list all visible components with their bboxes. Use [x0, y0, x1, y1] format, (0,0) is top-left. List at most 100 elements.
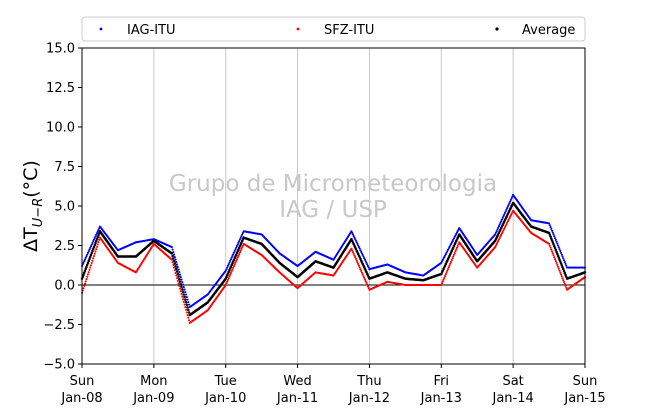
data-point [229, 273, 232, 276]
data-point [239, 236, 242, 239]
data-point [172, 251, 175, 254]
data-point [84, 256, 87, 259]
series-average [80, 201, 587, 317]
data-point [559, 260, 562, 263]
data-point [238, 253, 241, 256]
data-point [89, 266, 92, 269]
data-point [86, 251, 90, 254]
data-point [560, 264, 564, 267]
data-point [356, 242, 359, 245]
x-tick-date: Jan-12 [348, 391, 390, 406]
data-point [82, 287, 85, 290]
data-point [91, 249, 94, 253]
data-point [367, 266, 370, 269]
data-point [553, 256, 556, 259]
data-point [499, 221, 502, 224]
x-tick-day: Thu [356, 374, 381, 389]
data-point [171, 248, 174, 251]
data-point [179, 273, 182, 276]
data-point [557, 256, 561, 259]
legend-frame [81, 16, 586, 42]
data-point [170, 252, 174, 255]
data-point [509, 198, 512, 201]
data-point [559, 249, 562, 253]
legend-label-average: Average [522, 23, 575, 38]
data-point [97, 228, 100, 231]
data-point [86, 273, 90, 276]
data-point [180, 278, 183, 281]
data-point [564, 284, 567, 287]
data-point [550, 227, 553, 230]
data-point [366, 263, 369, 266]
x-tick-day: Wed [283, 374, 311, 389]
data-point [500, 220, 503, 223]
data-points [80, 193, 587, 324]
data-point [506, 207, 509, 210]
data-point [562, 281, 566, 284]
data-point [554, 238, 557, 242]
legend-label-sfz-itu: SFZ-ITU [324, 23, 374, 38]
data-point [181, 290, 185, 294]
data-point [184, 306, 187, 309]
data-point [450, 259, 453, 262]
data-point [89, 253, 93, 257]
data-point [563, 271, 567, 275]
x-axis: Sun Jan-08 Mon Jan-09 Tue Jan-10 Wed Jan-11 Thu J… [60, 364, 606, 406]
data-point [92, 245, 96, 249]
x-tick-day: Sun [573, 374, 598, 389]
data-point [357, 264, 361, 267]
data-point [366, 264, 369, 268]
data-point [97, 241, 100, 244]
data-point [564, 273, 567, 277]
y-tick-label: 7.5 [54, 160, 75, 175]
data-point [241, 233, 244, 236]
x-tick-date: Jan-14 [492, 391, 534, 406]
data-point [178, 277, 181, 281]
data-point [180, 292, 183, 296]
data-point [356, 261, 359, 264]
data-point [177, 268, 180, 271]
data-point [95, 233, 98, 236]
data-point [84, 280, 87, 283]
data-point [235, 258, 238, 261]
data-point [187, 319, 191, 322]
data-point [502, 215, 505, 218]
data-point [552, 233, 555, 236]
data-point [184, 308, 188, 311]
legend-label-iag-itu: IAG-ITU [127, 23, 176, 38]
x-tick-day: Tue [214, 374, 237, 389]
data-point [559, 262, 563, 265]
data-point [90, 251, 93, 255]
data-point [565, 286, 568, 289]
data-point [229, 271, 232, 275]
data-point [565, 275, 568, 279]
data-point [359, 249, 362, 252]
data-point [172, 259, 176, 263]
data-point [456, 244, 459, 247]
data-point [563, 282, 566, 286]
data-point [92, 254, 96, 258]
data-point [85, 263, 89, 267]
data-point [232, 251, 235, 254]
data-point [174, 271, 177, 274]
data-point [183, 303, 186, 306]
data-point [179, 276, 182, 279]
data-point [238, 251, 241, 254]
data-point [185, 303, 189, 306]
data-point [503, 213, 506, 216]
data-point [185, 311, 188, 314]
data-point [558, 248, 561, 251]
y-axis-label: ΔTU−R(°C) [20, 160, 46, 252]
data-point [363, 278, 366, 281]
data-point [351, 249, 354, 252]
data-point [441, 280, 444, 283]
x-tick-day: Mon [140, 374, 167, 389]
data-point [552, 243, 555, 246]
data-point [354, 256, 357, 259]
data-point [554, 258, 557, 261]
data-point [179, 282, 183, 286]
data-point [239, 249, 242, 252]
data-point [83, 269, 87, 273]
